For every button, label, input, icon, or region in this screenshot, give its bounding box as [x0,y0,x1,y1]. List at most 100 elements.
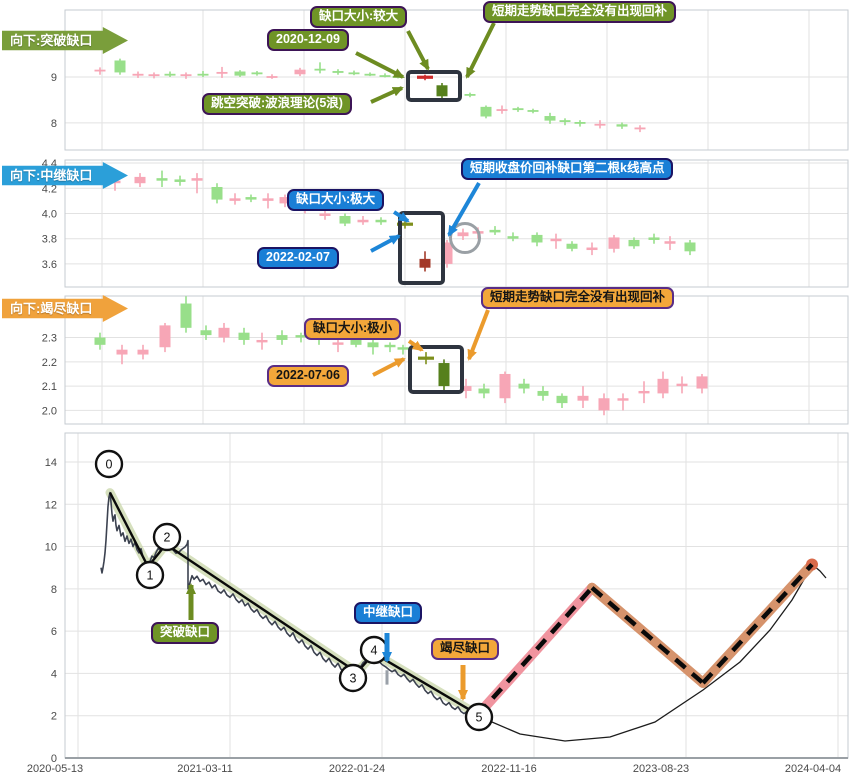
candle-body [364,73,376,76]
candle-body [276,335,288,340]
candle-body [657,378,669,394]
annotation-arrow [370,234,401,253]
candle-body [180,74,192,77]
gap-highlight-box [408,345,464,394]
panel-frame [64,159,849,288]
candle-body [457,232,469,237]
wave-number-label: 2 [164,531,171,545]
candle-body [566,243,578,249]
candle-body [314,68,326,71]
candle-body [544,116,556,121]
forecast-dashed-line [590,586,705,685]
candle-body [234,71,246,76]
candle-body [512,108,524,111]
y-axis-tick-label: 2.0 [42,405,57,417]
candle-body [648,237,660,240]
candle-body [114,60,126,73]
candle-body [499,373,511,399]
candle-body [357,219,369,223]
y-axis-tick-label: 4.2 [42,183,57,195]
x-axis-date-label: 2020-05-13 [27,763,83,775]
candle-body [238,332,250,340]
candle-body [200,330,212,336]
candle-body [174,179,186,182]
y-axis-tick-label: 3.8 [42,234,57,246]
candle-body [616,124,628,127]
candle-body [180,303,192,328]
y-axis-tick-label: 9 [51,72,57,84]
banner-runaway-gap: 向下:中继缺口 [2,162,128,189]
label-gap-size-exhaustion: 缺口大小:极小 [304,318,402,340]
y-axis-tick-label: 8 [51,584,57,596]
gap-highlight-box [398,211,445,285]
label-status-runaway: 短期收盘价回补缺口第二根k线高点 [461,158,674,180]
candle-body [684,242,696,252]
wave-number-label: 1 [147,569,154,583]
y-axis-tick-label: 0 [51,753,57,765]
candle-body [460,386,472,391]
candle-body [634,127,646,130]
candle-body [367,342,379,348]
candle-body [156,178,168,181]
candle-body [441,242,453,264]
x-axis-date-label: 2023-08-23 [633,763,689,775]
candle-body [638,390,650,394]
candle-body [279,197,291,204]
candle-body [332,71,344,73]
label-wave-theory-note: 跳空突破:波浪理论(5浪) [202,93,352,115]
candle-body [480,106,492,117]
y-axis-tick-label: 12 [45,499,57,511]
candle-body [527,110,539,112]
candle-body [164,73,176,76]
annotation-arrow [406,30,430,71]
candle-body [384,344,396,348]
y-axis-tick-label: 3.6 [42,259,57,271]
candle-body [266,76,278,78]
runaway-gap-panel: 4.44.24.03.83.6 [42,158,849,288]
candle-body [594,123,606,126]
x-axis-date-label: 2022-01-24 [329,763,385,775]
candle-body [628,239,640,247]
annotation-arrow [370,86,404,104]
wave-number-circle [135,560,165,590]
candle-body [332,342,344,345]
annotation-arrow [392,210,410,223]
candle-body [559,120,571,122]
y-axis-tick-label: 6 [51,626,57,638]
candle-body [464,94,476,96]
candle-body [617,398,629,401]
candle-body [197,73,209,76]
exhaustion-gap-panel: 2.3 2.2 2.1 2.0 [42,295,849,425]
gap-fill-circle [449,222,481,254]
label-runaway-gap-marker: 中继缺口 [354,602,423,624]
forecast-dashed-line [476,586,594,717]
candle-body [159,325,171,348]
candle-body [294,69,306,75]
wave-number-circle [338,663,368,693]
candle-body [556,395,568,404]
gap-highlight-box [406,70,462,102]
banner-breakaway-gap: 向下:突破缺口 [2,27,128,54]
y-axis-tick-label: 2.2 [42,357,57,369]
annotation-arrow [447,182,481,237]
panel-frame [64,432,849,759]
candle-body [577,395,589,401]
candle-body [496,109,508,111]
candle-body [436,85,448,97]
forecast-dashed-line [701,562,814,685]
candle-body [438,363,450,387]
candle-body [339,215,351,224]
candle-body [348,72,360,75]
candle-body [478,388,490,394]
wave-number-circle [152,522,182,552]
annotation-arrow [467,309,490,361]
wave-number-circle [464,702,494,732]
candle-body [518,383,530,389]
candle-body [507,236,519,239]
y-axis-tick-label: 2.1 [42,381,57,393]
candle-body [397,347,409,350]
candle-body [229,198,241,201]
candle-body [94,69,106,72]
